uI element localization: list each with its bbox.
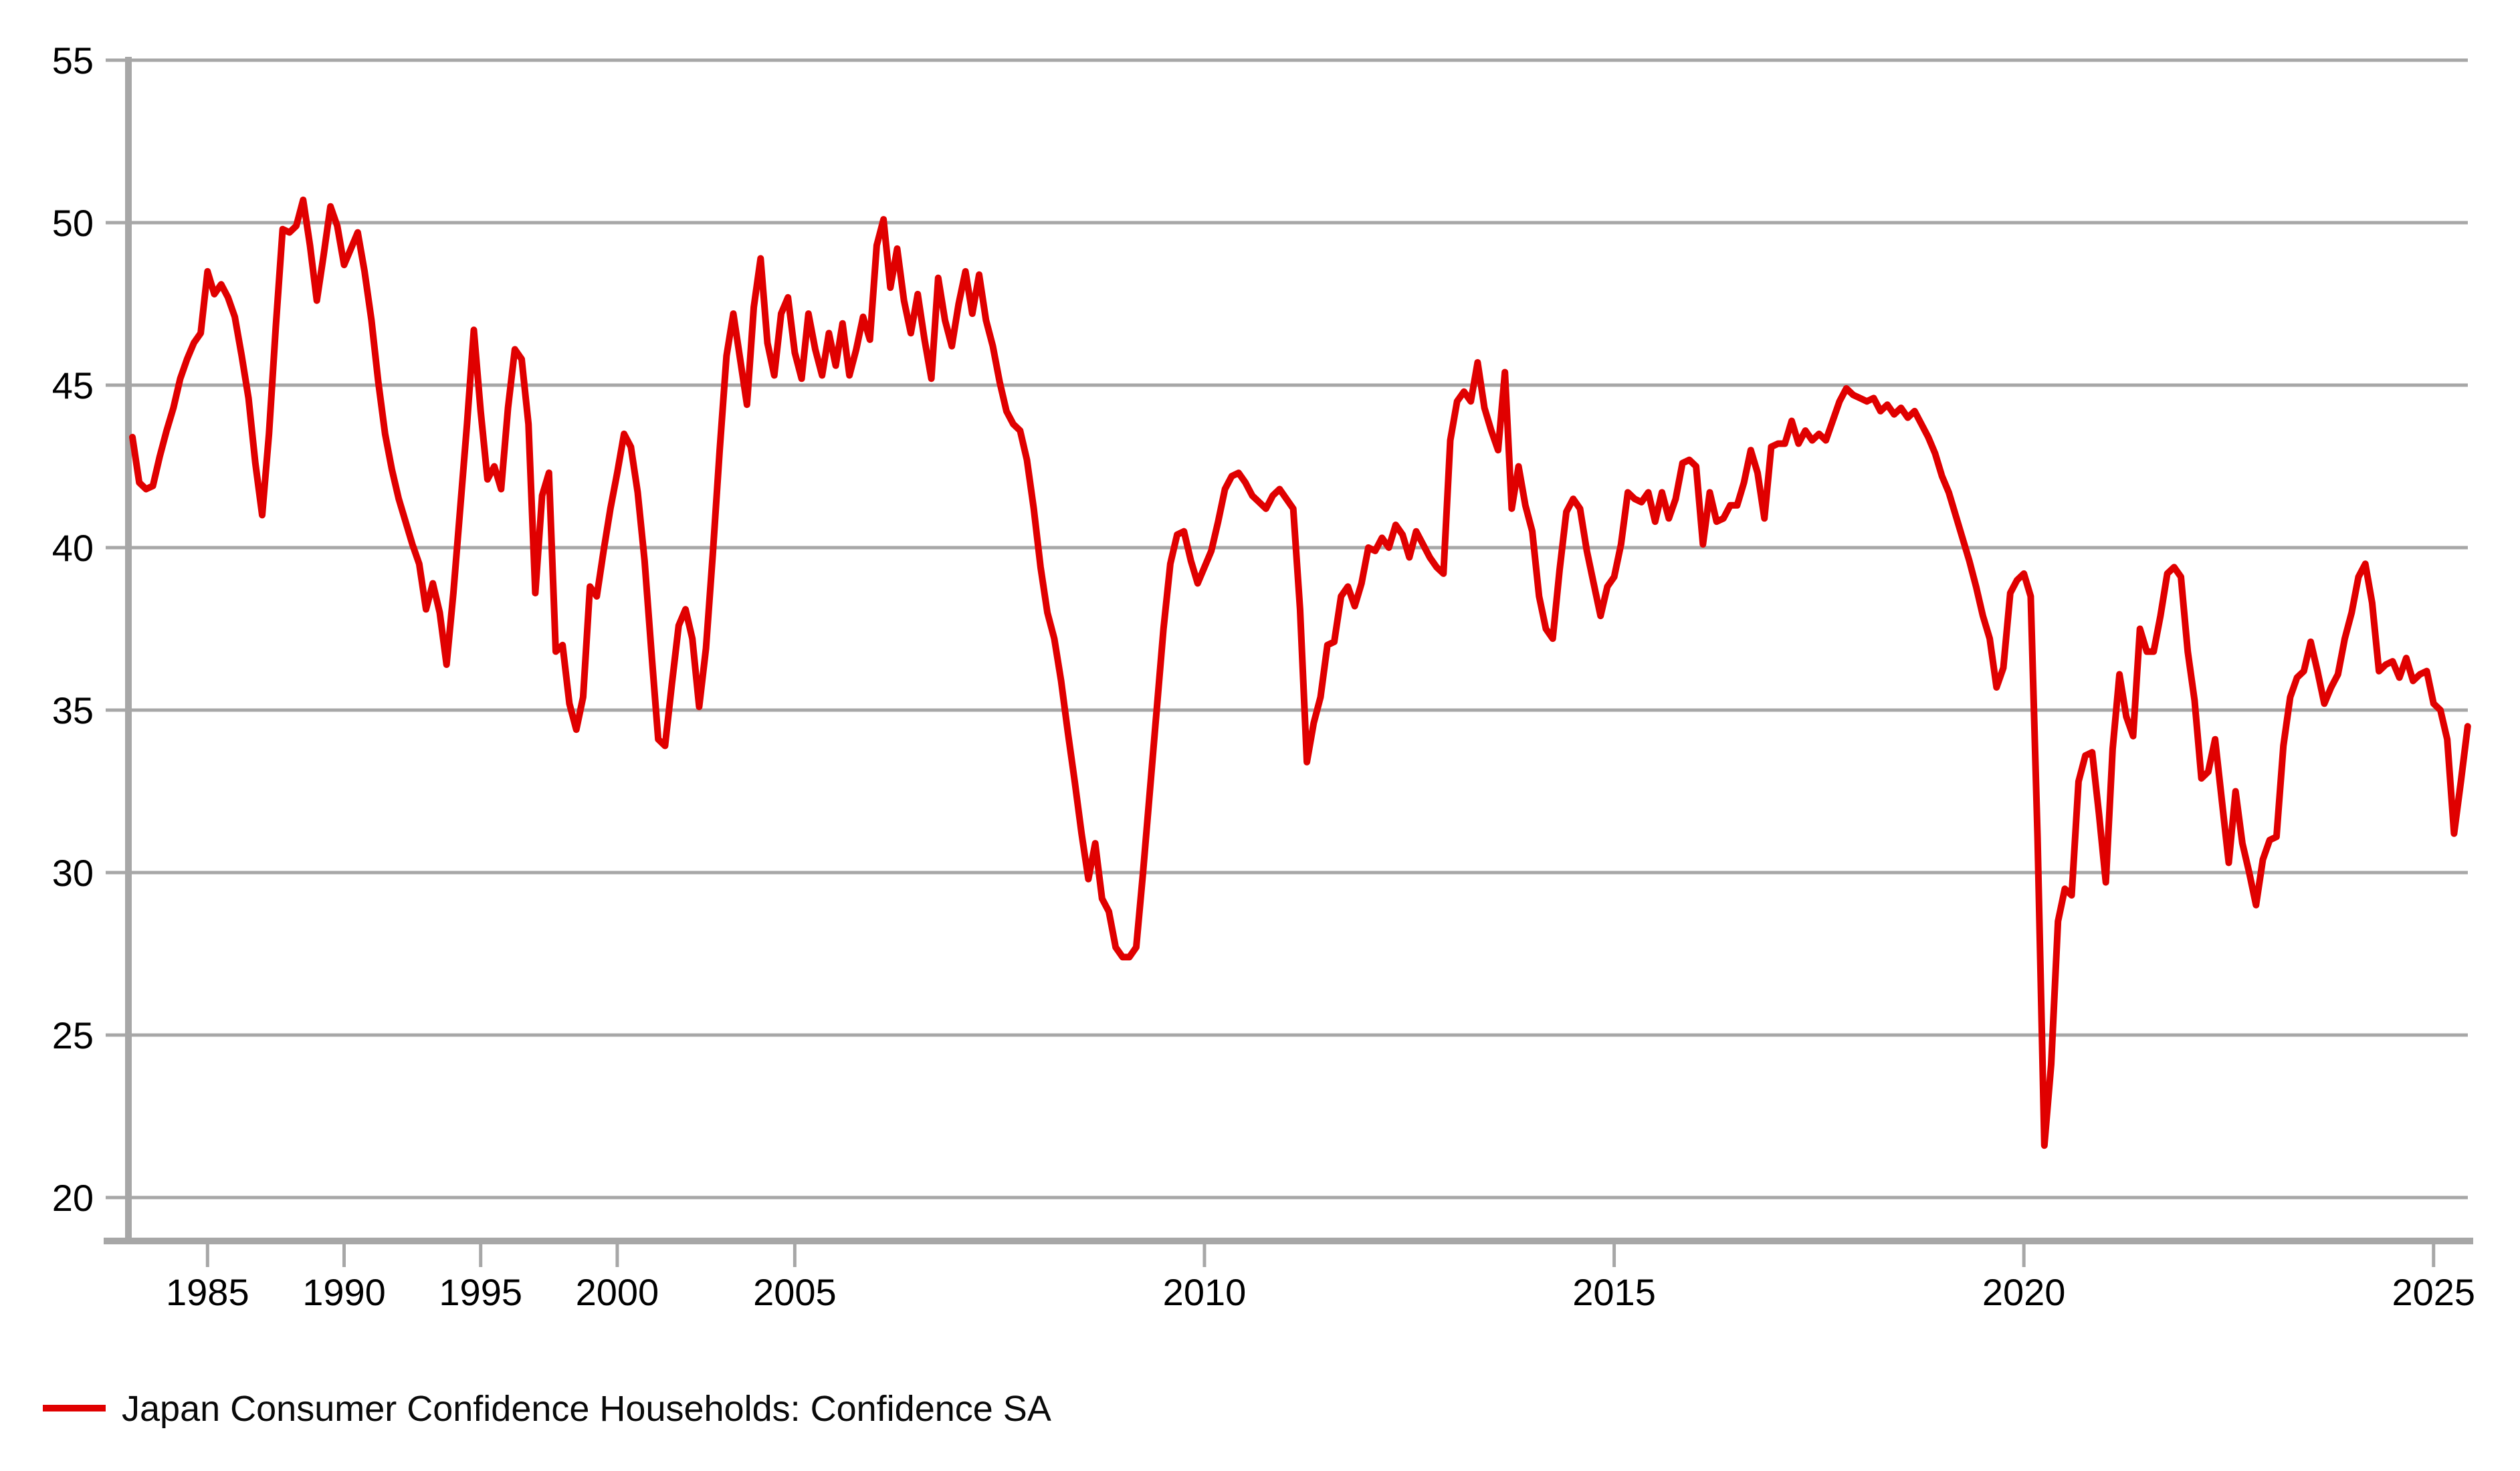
x-axis-tick-labels: 1985 1990 1995 2000 2005 2010 2015 2020 2025: [166, 1271, 2475, 1313]
x-tick-label-1995: 1995: [439, 1271, 522, 1313]
y-tick-label-50: 50: [52, 202, 94, 244]
y-tick-label-35: 35: [52, 689, 94, 731]
y-tick-label-45: 45: [52, 364, 94, 407]
y-axis-spine: [125, 57, 132, 1244]
y-tick-label-30: 30: [52, 852, 94, 894]
x-tick-label-1990: 1990: [302, 1271, 386, 1313]
x-axis-line: [104, 1238, 2473, 1244]
x-tick-label-2020: 2020: [1982, 1271, 2066, 1313]
x-axis-ticks: [205, 1244, 2436, 1267]
y-tick-label-25: 25: [52, 1014, 94, 1056]
x-tick-label-2010: 2010: [1163, 1271, 1247, 1313]
x-tick-label-2000: 2000: [576, 1271, 659, 1313]
x-tick-label-2015: 2015: [1572, 1271, 1656, 1313]
x-tick-label-2025: 2025: [2392, 1271, 2475, 1313]
confidence-line: [129, 197, 2471, 1149]
confidence-line-series: [129, 197, 2471, 1149]
legend-label: Japan Consumer Confidence Households: Co…: [122, 1389, 1051, 1429]
legend: Japan Consumer Confidence Households: Co…: [43, 1389, 1051, 1429]
y-tick-label-55: 55: [52, 39, 94, 82]
y-tick-label-20: 20: [52, 1177, 94, 1219]
y-tick-label-40: 40: [52, 527, 94, 569]
x-axis-spine: [104, 1238, 2473, 1244]
x-tick-label-1985: 1985: [166, 1271, 249, 1313]
x-tick-label-2005: 2005: [753, 1271, 837, 1313]
gridlines: [106, 58, 2468, 1200]
y-axis-line: [125, 57, 132, 1244]
y-axis-tick-labels: 55 50 45 40 35 30 25 20: [52, 39, 94, 1219]
